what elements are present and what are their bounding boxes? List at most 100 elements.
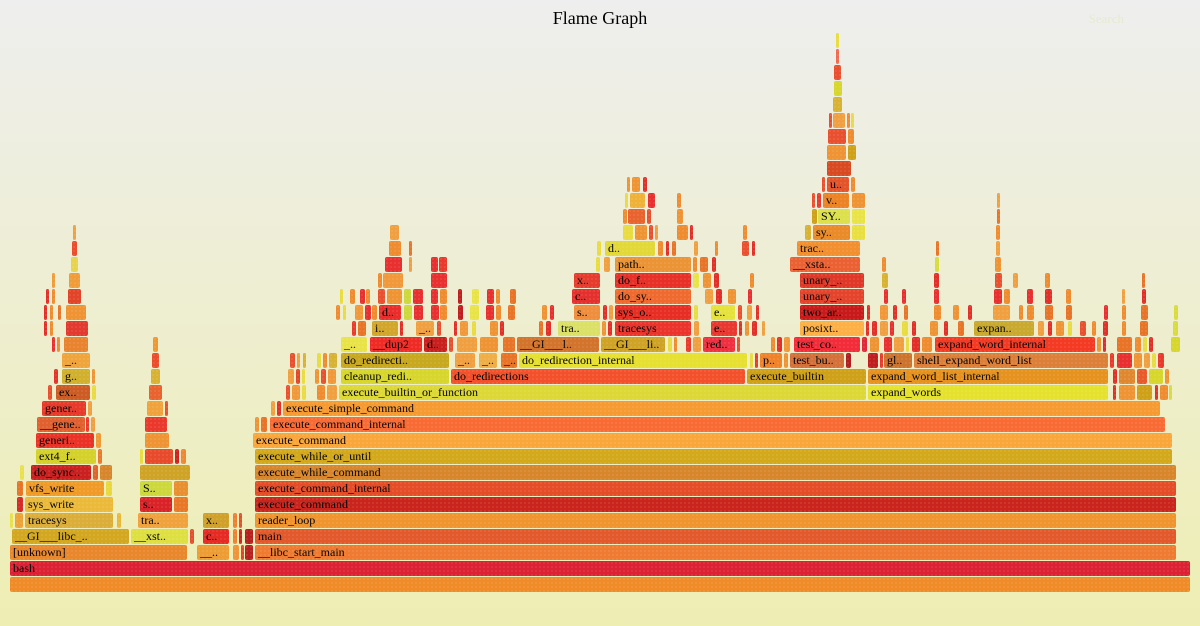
frame-block[interactable] — [812, 193, 815, 208]
frame-block[interactable] — [851, 177, 855, 192]
frame-block[interactable] — [1013, 273, 1018, 288]
frame-sys_o[interactable]: sys_o.. — [615, 305, 691, 320]
frame-block[interactable] — [500, 321, 504, 336]
frame-block[interactable] — [672, 241, 676, 256]
frame-block[interactable] — [668, 337, 672, 352]
frame-block[interactable] — [145, 449, 173, 464]
frame-block[interactable] — [66, 305, 86, 320]
frame-block[interactable] — [872, 321, 877, 336]
frame-block[interactable] — [703, 273, 711, 288]
frame-__[interactable]: __.. — [197, 545, 229, 560]
frame-block[interactable] — [686, 337, 691, 352]
frame-block[interactable] — [904, 305, 908, 320]
frame-do_f[interactable]: do_f.. — [615, 273, 691, 288]
frame-block[interactable] — [1137, 385, 1152, 400]
frame-block[interactable] — [1056, 321, 1064, 336]
frame-block[interactable] — [953, 305, 959, 320]
frame-block[interactable] — [147, 401, 163, 416]
frame-block[interactable] — [365, 305, 371, 320]
frame-block[interactable] — [302, 385, 306, 400]
frame-block[interactable] — [833, 97, 842, 112]
frame-block[interactable] — [1103, 337, 1106, 352]
frame-block[interactable] — [852, 225, 865, 240]
frame-tra[interactable]: tra.. — [558, 321, 600, 336]
frame-block[interactable] — [602, 321, 606, 336]
frame-block[interactable] — [92, 369, 95, 384]
frame-c[interactable]: c.. — [203, 529, 229, 544]
frame-block[interactable] — [750, 353, 753, 368]
frame-execute_command_internal[interactable]: execute_command_internal — [255, 481, 1176, 496]
frame-block[interactable] — [1137, 369, 1147, 384]
frame-block[interactable] — [340, 289, 343, 304]
frame-block[interactable] — [890, 321, 894, 336]
frame-expand_word_internal[interactable]: expand_word_internal — [935, 337, 1095, 352]
frame-block[interactable] — [893, 305, 897, 320]
frame-block[interactable] — [851, 113, 854, 128]
frame-block[interactable] — [829, 113, 832, 128]
frame-block[interactable] — [828, 129, 846, 144]
frame-block[interactable] — [755, 353, 758, 368]
frame-block[interactable] — [50, 305, 53, 320]
frame-block[interactable] — [817, 193, 821, 208]
frame-block[interactable] — [174, 481, 188, 496]
frame-block[interactable] — [409, 257, 412, 272]
frame-i[interactable]: i.. — [372, 321, 398, 336]
frame-block[interactable] — [106, 481, 112, 496]
frame-block[interactable] — [628, 209, 645, 224]
frame-block[interactable] — [1004, 289, 1010, 304]
frame-block[interactable] — [1143, 337, 1147, 352]
frame-block[interactable] — [694, 321, 699, 336]
frame-block[interactable] — [508, 305, 515, 320]
frame-block[interactable] — [69, 273, 80, 288]
frame-d[interactable]: d.. — [379, 305, 401, 320]
frame-block[interactable] — [714, 273, 719, 288]
frame-block[interactable] — [1122, 321, 1126, 336]
frame-block[interactable] — [716, 289, 722, 304]
frame-block[interactable] — [658, 241, 663, 256]
frame-block[interactable] — [68, 289, 81, 304]
frame-block[interactable] — [10, 513, 13, 528]
frame-block[interactable] — [997, 209, 1000, 224]
frame-execute_while_or_until[interactable]: execute_while_or_until — [255, 449, 1172, 464]
frame-block[interactable] — [54, 369, 58, 384]
frame-block[interactable] — [902, 321, 908, 336]
frame-block[interactable] — [1149, 337, 1153, 352]
search-link[interactable]: Search — [1088, 11, 1124, 26]
frame-block[interactable] — [880, 353, 883, 368]
frame-block[interactable] — [1038, 321, 1044, 336]
frame-block[interactable] — [1140, 321, 1148, 336]
frame-block[interactable] — [934, 273, 939, 288]
frame-shell_expand_word_list[interactable]: shell_expand_word_list — [914, 353, 1108, 368]
frame-block[interactable] — [609, 305, 613, 320]
frame-block[interactable] — [352, 321, 356, 336]
frame-block[interactable] — [496, 289, 500, 304]
frame-block[interactable] — [327, 385, 337, 400]
frame-block[interactable] — [457, 337, 477, 352]
frame-g[interactable]: g.. — [62, 369, 90, 384]
frame-execute_builtin[interactable]: execute_builtin — [747, 369, 866, 384]
frame-block[interactable] — [449, 337, 453, 352]
frame-block[interactable] — [712, 257, 716, 272]
frame-block[interactable] — [296, 369, 300, 384]
frame-block[interactable] — [1019, 305, 1023, 320]
frame-block[interactable] — [288, 369, 294, 384]
frame-block[interactable] — [827, 145, 846, 160]
frame-block[interactable] — [635, 225, 647, 240]
frame-block[interactable] — [715, 241, 718, 256]
frame-block[interactable] — [752, 241, 755, 256]
frame-reader_loop[interactable]: reader_loop — [255, 513, 1176, 528]
frame-block[interactable] — [997, 193, 1000, 208]
frame-block[interactable] — [355, 305, 363, 320]
frame-block[interactable] — [1097, 337, 1101, 352]
frame-block[interactable] — [1027, 305, 1034, 320]
frame-block[interactable] — [496, 305, 501, 320]
frame-block[interactable] — [96, 433, 101, 448]
frame-ex[interactable]: ex.. — [56, 385, 90, 400]
frame-block[interactable] — [389, 241, 401, 256]
frame-block[interactable] — [17, 497, 23, 512]
frame-block[interactable] — [233, 529, 237, 544]
frame-block[interactable] — [1160, 385, 1168, 400]
frame-block[interactable] — [10, 577, 1190, 592]
frame-block[interactable] — [413, 289, 423, 304]
frame-execute_command[interactable]: execute_command — [255, 497, 1176, 512]
